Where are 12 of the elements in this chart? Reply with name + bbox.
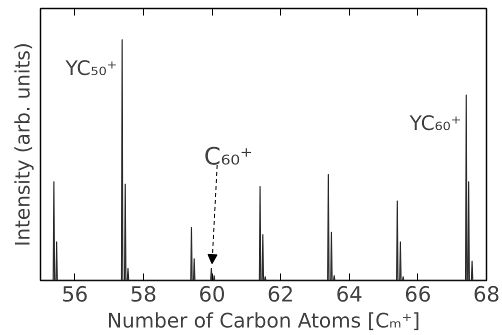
annotation: C₆₀⁺	[204, 142, 253, 170]
y-axis-title: Intensity (arb. units)	[10, 42, 34, 247]
x-tick-label: 58	[130, 282, 157, 306]
x-tick-label: 68	[473, 282, 500, 306]
x-tick-label: 66	[404, 282, 432, 306]
annotation: YC₆₀⁺	[408, 111, 462, 136]
x-tick-label: 56	[61, 282, 88, 306]
x-axis-title: Number of Carbon Atoms [Cₘ⁺]	[107, 308, 420, 332]
x-tick-label: 60	[198, 282, 226, 306]
x-tick-label: 62	[267, 282, 294, 306]
annotation: YC₅₀⁺	[64, 56, 118, 80]
x-tick-label: 64	[336, 282, 363, 306]
